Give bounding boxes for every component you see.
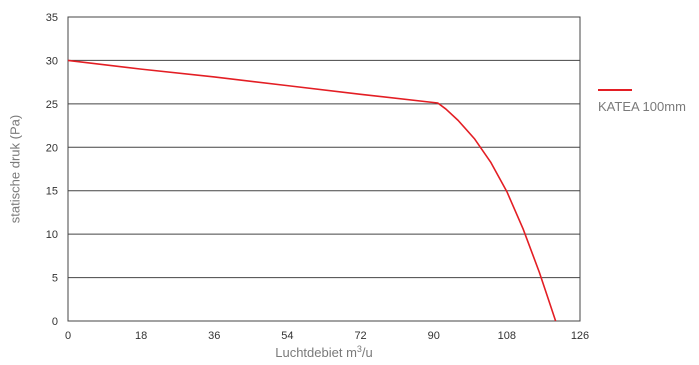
x-tick-label: 54 [281, 330, 293, 342]
y-tick-label: 20 [46, 142, 58, 154]
legend-label: KATEA 100mm [598, 99, 686, 114]
x-tick-label: 90 [428, 330, 440, 342]
x-tick-label: 72 [354, 330, 366, 342]
y-tick-label: 5 [52, 273, 58, 285]
y-tick-label: 25 [46, 99, 58, 111]
x-axis-label-main: Luchtdebiet m [275, 345, 357, 360]
x-axis-label-superscript: 3 [357, 344, 362, 354]
y-tick-label: 0 [52, 316, 58, 328]
x-tick-label: 126 [571, 330, 589, 342]
x-tick-label: 0 [65, 330, 71, 342]
y-tick-label: 10 [46, 229, 58, 241]
y-tick-label: 15 [46, 186, 58, 198]
grid-lines [68, 59, 580, 279]
x-axis-label-suffix: /u [362, 345, 373, 360]
plot-area [67, 16, 581, 322]
x-tick-label: 108 [498, 330, 516, 342]
series-line [67, 59, 557, 322]
y-axis-ticks: 0 5 10 15 20 25 30 35 [46, 12, 58, 328]
x-axis-label: Luchtdebiet m3/u [275, 344, 373, 360]
y-tick-label: 35 [46, 12, 58, 24]
y-axis-label: statische druk (Pa) [7, 115, 22, 223]
x-tick-label: 18 [135, 330, 147, 342]
y-tick-label: 30 [46, 55, 58, 67]
series-group [67, 59, 557, 322]
x-axis-ticks: 0 18 36 54 72 90 108 126 [65, 330, 589, 342]
x-tick-label: 36 [208, 330, 220, 342]
legend: KATEA 100mm [598, 89, 686, 114]
